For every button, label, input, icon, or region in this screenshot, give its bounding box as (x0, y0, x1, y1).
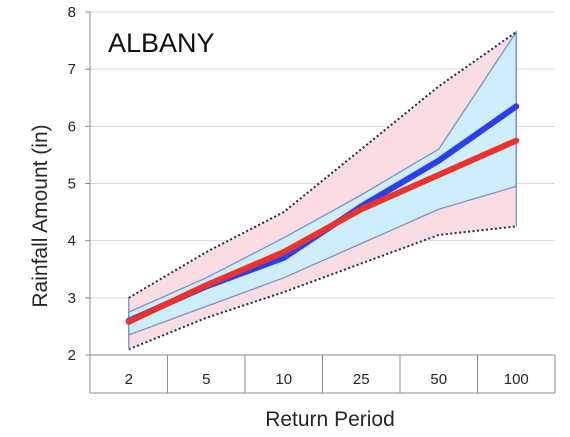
x-tick-label: 10 (275, 371, 292, 388)
x-tick-label: 5 (202, 371, 210, 388)
y-tick-label: 8 (68, 4, 76, 21)
chart-title: ALBANY (108, 28, 215, 58)
x-tick-label: 2 (125, 371, 133, 388)
x-tick-label: 50 (430, 371, 447, 388)
x-axis: 2 5 10 25 50 100 (89, 12, 556, 394)
y-tick-label: 5 (68, 176, 76, 193)
y-tick-label: 6 (68, 118, 76, 135)
y-axis: 2 3 4 5 6 7 8 (68, 4, 90, 364)
y-tick-label: 7 (68, 61, 76, 78)
y-tick-label: 3 (68, 290, 76, 307)
outer-band-upper-edge (128, 31, 517, 299)
y-tick-label: 2 (68, 347, 76, 364)
plot-area (90, 11, 555, 351)
series-line-2 (125, 137, 520, 325)
y-axis-title: Rainfall Amount (in) (29, 124, 52, 307)
x-axis-title: Return Period (265, 408, 395, 431)
x-tick-label: 25 (353, 371, 370, 388)
x-tick-label: 100 (504, 371, 529, 388)
outer-band-lower-edge (128, 225, 517, 351)
y-tick-label: 4 (68, 233, 76, 250)
